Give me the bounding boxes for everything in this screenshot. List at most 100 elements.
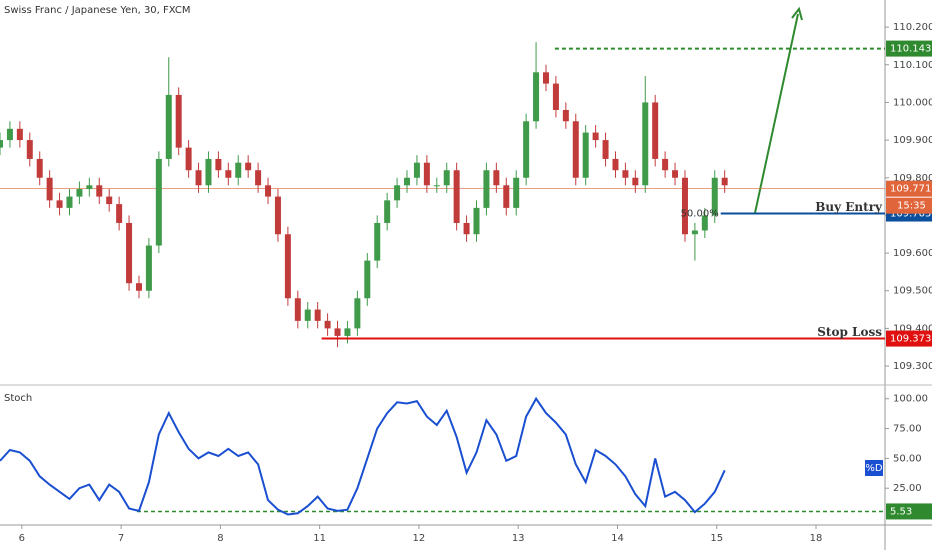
candle-body xyxy=(86,185,93,190)
y-tick-label: 110.200 xyxy=(893,22,932,33)
candle-body xyxy=(513,177,520,208)
x-tick-label: 8 xyxy=(217,533,223,544)
candle-body xyxy=(225,170,232,178)
candle-body xyxy=(185,147,192,171)
y-tick-label: 110.000 xyxy=(893,97,932,108)
candle-body xyxy=(135,283,142,291)
candle-body xyxy=(155,158,162,246)
candle-body xyxy=(255,170,262,186)
price-tag-label: 5.53 xyxy=(890,506,912,517)
candle-body xyxy=(215,158,222,171)
y-tick-label: 75.00 xyxy=(893,424,922,435)
candle-body xyxy=(126,222,133,284)
candle-body xyxy=(16,128,23,141)
indicator-title: Stoch xyxy=(4,393,32,404)
candle-body xyxy=(404,177,411,186)
candle-body xyxy=(374,222,381,261)
y-tick-label: 25.00 xyxy=(893,483,922,494)
candle-body xyxy=(473,207,480,235)
candle-body xyxy=(324,320,331,329)
legend-label: %D xyxy=(865,463,883,474)
x-tick-label: 15 xyxy=(710,533,723,544)
y-tick-label: 109.600 xyxy=(893,248,932,259)
candle-body xyxy=(423,162,430,186)
x-tick-label: 13 xyxy=(512,533,525,544)
price-tag xyxy=(886,503,932,520)
candle-body xyxy=(612,158,619,171)
level-name: Buy Entry xyxy=(815,200,883,214)
candle-body xyxy=(542,72,549,84)
candle-body xyxy=(443,170,450,186)
candle-body xyxy=(662,158,669,171)
y-tick-label: 109.800 xyxy=(893,173,932,184)
candle-body xyxy=(592,132,599,141)
candle-body xyxy=(394,185,401,201)
candle-body xyxy=(46,177,53,201)
y-tick-label: 109.300 xyxy=(893,361,932,372)
candle-body xyxy=(364,260,371,299)
candle-body xyxy=(711,177,718,216)
x-tick-label: 11 xyxy=(313,533,326,544)
x-tick-label: 6 xyxy=(19,533,25,544)
candle-body xyxy=(195,170,202,186)
chart-title: Swiss Franc / Japanese Yen, 30, FXCM xyxy=(4,5,191,16)
candle-body xyxy=(106,196,113,205)
countdown: 15:35 xyxy=(897,201,926,212)
candle-body xyxy=(304,309,311,321)
legend-box xyxy=(865,460,883,476)
candle-body xyxy=(205,158,212,186)
candle-body xyxy=(26,140,33,159)
candle-body xyxy=(433,185,440,187)
candle-body xyxy=(582,132,589,178)
candle-body xyxy=(642,102,649,186)
y-tick-label: 100.00 xyxy=(893,394,928,405)
candle-body xyxy=(6,128,13,141)
candle-body xyxy=(235,162,242,178)
y-tick-label: 110.100 xyxy=(893,60,932,71)
y-tick-label: 109.900 xyxy=(893,135,932,146)
level-name: Stop Loss xyxy=(817,325,882,339)
forecast-arrow xyxy=(754,6,803,214)
candle-body xyxy=(652,102,659,159)
price-tag xyxy=(886,330,932,347)
candle-body xyxy=(145,245,152,291)
x-tick-label: 18 xyxy=(810,533,823,544)
candle-body xyxy=(602,140,609,159)
candle-body xyxy=(76,189,83,197)
candle-body xyxy=(245,162,252,171)
candle-body xyxy=(284,234,291,299)
x-tick-label: 7 xyxy=(118,533,124,544)
price-tag xyxy=(886,180,932,197)
candle-body xyxy=(96,185,103,197)
y-tick-label: 109.400 xyxy=(893,323,932,334)
candle-body xyxy=(701,215,708,231)
candle-body xyxy=(533,72,540,122)
x-tick-label: 14 xyxy=(611,533,624,544)
candle-body xyxy=(453,170,460,223)
candle-body xyxy=(503,185,510,208)
candle-body xyxy=(552,83,559,110)
candle-body xyxy=(165,94,172,159)
candle-body xyxy=(344,328,351,336)
candle-body xyxy=(572,121,579,178)
candle-body xyxy=(314,309,321,321)
stoch-line xyxy=(0,396,726,516)
candle-body xyxy=(523,121,530,178)
candle-body xyxy=(632,177,639,186)
candle-body xyxy=(493,170,500,186)
candle-body xyxy=(721,177,728,186)
candle-body xyxy=(66,196,73,208)
price-tag xyxy=(886,40,932,57)
candle-body xyxy=(274,196,281,235)
candle-body xyxy=(384,200,391,223)
candle-body xyxy=(681,177,688,235)
price-tag-label: 109.373 xyxy=(890,334,931,345)
candle-body xyxy=(691,230,698,235)
y-tick-label: 50.00 xyxy=(893,453,922,464)
price-tag-label: 110.143 xyxy=(890,44,931,55)
candle-body xyxy=(36,158,43,178)
candle-body xyxy=(622,170,629,178)
candle-body xyxy=(56,200,63,208)
candle-body xyxy=(354,298,361,329)
